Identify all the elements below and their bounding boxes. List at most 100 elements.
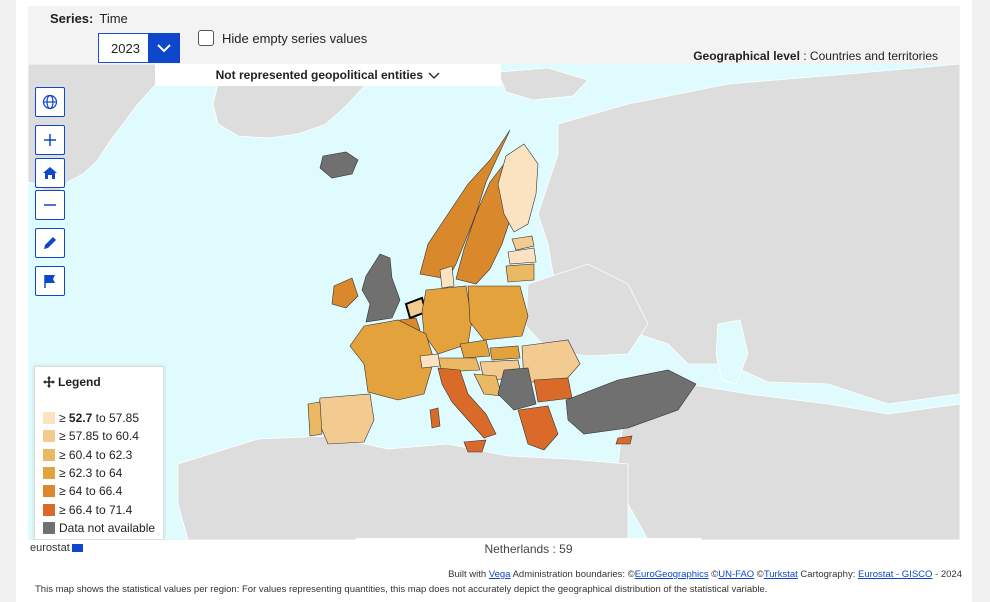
greece (517, 405, 559, 451)
tooltip-text: Netherlands : 59 (484, 542, 573, 556)
flag-icon (44, 275, 55, 288)
credits-copy1: © (708, 569, 719, 580)
eurostat-logo: eurostat (30, 542, 83, 554)
france (349, 319, 435, 401)
home-button[interactable] (35, 158, 65, 188)
hide-empty-label: Hide empty series values (222, 30, 368, 46)
turkey (565, 369, 697, 435)
unfao-link[interactable]: UN-FAO (718, 569, 755, 580)
legend-swatch (43, 412, 55, 425)
zoom-out-button[interactable] (35, 190, 65, 220)
map-note: This map shows the statistical values pe… (35, 584, 767, 595)
eurogeographics-link[interactable]: EuroGeographics (634, 569, 709, 580)
legend-label: ≥ 66.4 to 71.4 (59, 503, 132, 517)
middle-east-land (617, 383, 960, 540)
sardinia (429, 407, 441, 429)
ukraine-belarus-land (525, 263, 649, 357)
legend-swatch (43, 485, 55, 498)
map-note-text: This map shows the statistical values pe… (35, 584, 768, 595)
spain (317, 393, 375, 445)
map-canvas (28, 64, 960, 540)
legend-label-rest: 62.3 to 64 (68, 466, 123, 481)
draw-button[interactable] (35, 228, 65, 258)
turkstat-link[interactable]: Turkstat (763, 569, 798, 580)
credits-cartography: Cartography: (797, 569, 858, 580)
legend-item[interactable]: Data not available (43, 519, 155, 537)
map-panel: Series: Time 2023 Hide empty series value… (16, 0, 972, 602)
legend-item[interactable]: ≥ 62.3 to 64 (43, 464, 155, 482)
choropleth-map[interactable]: Not represented geopolitical entities Le… (28, 64, 960, 540)
legend-item[interactable]: ≥ 52.7 to 57.85 (43, 409, 155, 427)
legend-item[interactable]: ≥ 66.4 to 71.4 (43, 500, 155, 518)
legend-label: ≥ 60.4 to 62.3 (59, 448, 132, 462)
geo-level-value: : Countries and territories (803, 49, 938, 63)
cyprus (615, 435, 633, 445)
gisco-link[interactable]: Eurostat - GISCO (857, 569, 933, 580)
credits-copy2: © (754, 569, 764, 580)
legend-swatch (43, 448, 55, 461)
latvia (507, 247, 537, 265)
germany (421, 285, 473, 355)
legend-label-rest: 57.85 to 60.4 (68, 429, 139, 444)
chevron-down-icon (428, 72, 440, 79)
norway (419, 129, 511, 280)
series-label: Series: Time (50, 11, 128, 26)
not-represented-dropdown[interactable]: Not represented geopolitical entities (155, 64, 501, 86)
geo-level: Geographical level : Countries and terri… (693, 49, 938, 63)
geo-level-caption: Geographical level (693, 49, 800, 63)
hide-empty-toggle[interactable]: Hide empty series values (198, 30, 367, 46)
credits-admin: Administration boundaries: © (510, 569, 635, 580)
globe-button[interactable] (35, 87, 65, 117)
legend-label: ≥ 64 to 66.4 (59, 484, 122, 498)
minus-icon (44, 204, 56, 206)
legend-item[interactable]: ≥ 60.4 to 62.3 (43, 446, 155, 464)
legend-label: ≥ 62.3 to 64 (59, 466, 122, 480)
legend-title-text: Legend (58, 375, 101, 389)
year-select-value: 2023 (111, 41, 140, 56)
romania (521, 339, 581, 383)
ireland (331, 277, 359, 309)
hide-empty-checkbox[interactable] (198, 30, 214, 46)
legend-label-bold: 52.7 (68, 411, 93, 426)
finland (497, 143, 539, 233)
legend-item[interactable]: ≥ 57.85 to 60.4 (43, 427, 155, 445)
legend[interactable]: Legend ≥ 52.7 to 57.85 ≥ 57.85 to 60.4 ≥ 6… (34, 366, 164, 540)
legend-label-rest: Data not available (59, 520, 156, 535)
lithuania (505, 263, 535, 283)
legend-label-prefix: ≥ (59, 484, 69, 499)
italy (437, 367, 497, 439)
plus-icon (44, 134, 56, 146)
portugal (307, 401, 323, 437)
year-select[interactable]: 2023 (98, 33, 180, 63)
legend-item[interactable]: ≥ 64 to 66.4 (43, 482, 155, 500)
home-icon (43, 167, 57, 179)
move-icon[interactable] (43, 376, 55, 388)
austria (437, 357, 481, 373)
legend-label: ≥ 57.85 to 60.4 (59, 429, 139, 443)
legend-label-prefix: ≥ (59, 502, 69, 517)
iceland (319, 151, 359, 179)
globe-icon (42, 94, 58, 110)
legend-swatch (43, 521, 55, 534)
czechia (459, 339, 491, 359)
vega-link[interactable]: Vega (488, 569, 511, 580)
arctic-islands (497, 67, 589, 101)
legend-swatch (43, 503, 55, 516)
poland (467, 285, 529, 341)
legend-label: ≥ 52.7 to 57.85 (59, 411, 139, 425)
legend-label-prefix: ≥ (59, 429, 69, 444)
credits-built-with: Built with (448, 569, 487, 580)
legend-label-prefix: ≥ (59, 466, 69, 481)
zoom-in-button[interactable] (35, 125, 65, 155)
united-kingdom (361, 253, 401, 323)
slovakia (489, 345, 521, 361)
north-africa-land (177, 435, 629, 540)
flag-button[interactable] (35, 266, 65, 296)
legend-label-rest: 66.4 to 71.4 (68, 502, 133, 517)
legend-swatch (43, 430, 55, 443)
caspian-sea (715, 319, 749, 385)
chevron-down-icon[interactable] (148, 33, 180, 63)
western-balkans (497, 367, 537, 411)
hover-tooltip: Netherlands : 59 (356, 538, 701, 560)
eurostat-logo-text: eurostat (30, 542, 70, 554)
